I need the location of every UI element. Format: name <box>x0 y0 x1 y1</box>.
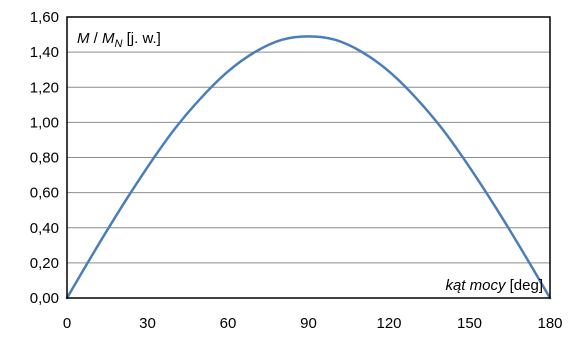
x-tick-label: 0 <box>63 315 71 332</box>
y-axis-subscript: N <box>115 38 123 50</box>
x-tick-label: 90 <box>300 315 317 332</box>
x-tick-label: 150 <box>457 315 482 332</box>
y-tick-label: 1,20 <box>30 79 59 96</box>
series-line <box>65 35 552 300</box>
y-axis-unit: [j. w.] <box>122 30 160 47</box>
y-tick-label: 0,00 <box>30 290 59 307</box>
y-tick-label: 0,20 <box>30 255 59 272</box>
x-axis-unit: [deg] <box>505 277 543 294</box>
y-axis-symbol2: M <box>102 30 115 47</box>
y-tick-label: 1,00 <box>30 114 59 131</box>
x-tick-label: 30 <box>139 315 156 332</box>
plot-area-border <box>66 16 551 299</box>
gridlines <box>67 51 550 264</box>
x-tick-label: 180 <box>537 315 562 332</box>
x-axis-name: kąt mocy <box>445 277 507 294</box>
x-tick-label: 60 <box>220 315 237 332</box>
y-tick-label: 0,40 <box>30 220 59 237</box>
y-axis-symbol: M <box>77 30 90 47</box>
y-axis-ticks: 0,00 0,20 0,40 0,60 0,80 1,00 1,20 1,40 1,60 <box>30 9 59 307</box>
y-tick-label: 1,60 <box>30 9 59 26</box>
y-axis-title: M / MN [j. w.] <box>77 30 161 50</box>
y-tick-label: 1,40 <box>30 44 59 61</box>
y-axis-separator: / <box>90 30 103 47</box>
series-layer <box>65 35 552 300</box>
x-axis-ticks: 0 30 60 90 120 150 180 <box>63 315 563 332</box>
x-tick-label: 120 <box>376 315 401 332</box>
y-tick-label: 0,80 <box>30 150 59 167</box>
y-tick-label: 0,60 <box>30 185 59 202</box>
x-axis-title: kąt mocy [deg] <box>445 277 543 294</box>
